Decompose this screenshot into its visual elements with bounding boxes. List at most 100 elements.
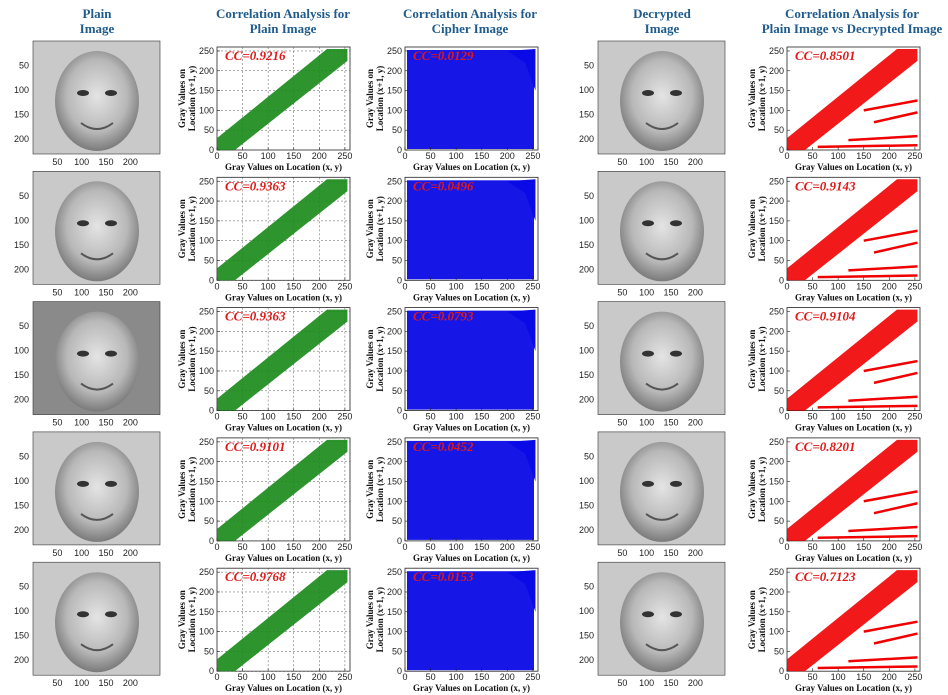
- image-x-tick-label: 200: [688, 678, 703, 688]
- x-tick-label: 250: [907, 281, 922, 291]
- x-tick-label: 150: [286, 412, 301, 422]
- column-header: Image: [645, 21, 680, 36]
- y-axis-label: Gray Values on: [177, 460, 187, 519]
- cc-symbol: CC=: [795, 48, 820, 63]
- y-tick-label: 250: [387, 176, 402, 186]
- y-axis-label: Location (x+1, y): [187, 587, 197, 652]
- image-eye: [77, 481, 89, 487]
- x-tick-label: 50: [426, 672, 436, 682]
- cc-label: CC=0.0129: [413, 48, 474, 63]
- cc-value: 0.0793: [438, 309, 474, 324]
- y-tick-label: 200: [199, 196, 214, 206]
- y-tick-label: 200: [199, 326, 214, 336]
- y-tick-label: 0: [209, 536, 214, 546]
- x-tick-label: 150: [286, 151, 301, 161]
- y-axis-label: Location (x+1, y): [187, 457, 197, 522]
- x-tick-label: 50: [808, 542, 818, 552]
- image-y-tick-label: 150: [579, 500, 594, 510]
- y-tick-label: 100: [199, 366, 214, 376]
- y-tick-label: 0: [779, 406, 784, 416]
- cc-label: CC=0.9363: [225, 178, 286, 193]
- x-axis-label: Gray Values on Location (x, y): [413, 292, 530, 302]
- y-tick-label: 200: [199, 457, 214, 467]
- x-tick-label: 150: [856, 542, 871, 552]
- x-tick-label: 200: [312, 151, 327, 161]
- x-tick-label: 200: [312, 672, 327, 682]
- scatter-streak: [818, 145, 918, 147]
- x-tick-label: 100: [449, 672, 464, 682]
- image-y-tick-label: 50: [584, 321, 594, 331]
- y-tick-label: 50: [204, 255, 214, 265]
- y-tick-label: 50: [204, 646, 214, 656]
- y-axis-label: Gray Values on: [177, 69, 187, 128]
- image-x-tick-label: 100: [74, 678, 89, 688]
- x-tick-label: 100: [831, 672, 846, 682]
- image-y-tick-label: 100: [579, 606, 594, 616]
- x-axis-label: Gray Values on Location (x, y): [413, 162, 530, 172]
- y-axis-label: Gray Values on: [365, 69, 375, 128]
- y-tick-label: 150: [199, 216, 214, 226]
- x-tick-label: 250: [525, 281, 540, 291]
- image-panel: [598, 171, 725, 284]
- image-eye: [642, 481, 654, 487]
- y-tick-label: 100: [769, 236, 784, 246]
- x-tick-label: 50: [238, 542, 248, 552]
- image-eye: [77, 90, 89, 96]
- image-panel: [33, 302, 160, 415]
- cc-value: 0.9104: [820, 309, 856, 324]
- y-tick-label: 50: [204, 125, 214, 135]
- y-tick-label: 0: [397, 666, 402, 676]
- y-tick-label: 0: [779, 536, 784, 546]
- image-y-tick-label: 100: [579, 346, 594, 356]
- scatter-streak: [818, 276, 918, 278]
- y-tick-label: 0: [779, 666, 784, 676]
- y-axis-label: Gray Values on: [177, 199, 187, 258]
- y-tick-label: 250: [387, 307, 402, 317]
- image-x-tick-label: 150: [99, 418, 114, 428]
- image-y-tick-label: 150: [14, 370, 29, 380]
- image-x-tick-label: 150: [99, 678, 114, 688]
- y-axis-label: Location (x+1, y): [187, 326, 197, 391]
- y-tick-label: 200: [769, 457, 784, 467]
- page: PlainImageCorrelation Analysis forPlain …: [0, 0, 948, 695]
- image-y-tick-label: 150: [579, 370, 594, 380]
- image-y-tick-label: 50: [584, 61, 594, 71]
- image-eye: [642, 611, 654, 617]
- image-y-tick-label: 150: [14, 631, 29, 641]
- x-tick-label: 50: [426, 151, 436, 161]
- x-tick-label: 0: [214, 542, 219, 552]
- y-tick-label: 0: [209, 666, 214, 676]
- image-x-tick-label: 50: [52, 157, 62, 167]
- x-tick-label: 150: [474, 672, 489, 682]
- x-tick-label: 0: [214, 281, 219, 291]
- x-tick-label: 250: [907, 672, 922, 682]
- image-x-tick-label: 100: [639, 548, 654, 558]
- image-eye: [105, 481, 117, 487]
- cc-symbol: CC=: [413, 48, 438, 63]
- image-x-tick-label: 50: [617, 157, 627, 167]
- y-tick-label: 250: [199, 46, 214, 56]
- image-panel: [33, 432, 160, 545]
- y-tick-label: 250: [199, 176, 214, 186]
- y-tick-label: 200: [387, 326, 402, 336]
- image-y-tick-label: 200: [579, 395, 594, 405]
- x-tick-label: 0: [784, 151, 789, 161]
- x-tick-label: 200: [882, 412, 897, 422]
- x-tick-label: 250: [337, 542, 352, 552]
- x-axis-label: Gray Values on Location (x, y): [225, 683, 342, 693]
- y-tick-label: 250: [769, 437, 784, 447]
- image-eye: [105, 90, 117, 96]
- x-tick-label: 150: [856, 412, 871, 422]
- image-y-tick-label: 50: [19, 321, 29, 331]
- y-axis-label: Gray Values on: [365, 460, 375, 519]
- y-tick-label: 150: [387, 216, 402, 226]
- cc-symbol: CC=: [795, 439, 820, 454]
- cc-value: 0.9101: [250, 439, 286, 454]
- x-axis-label: Gray Values on Location (x, y): [795, 423, 912, 433]
- x-tick-label: 50: [426, 412, 436, 422]
- scatter-cloud: [407, 50, 534, 149]
- y-tick-label: 250: [769, 307, 784, 317]
- cc-symbol: CC=: [225, 569, 250, 584]
- y-tick-label: 0: [779, 145, 784, 155]
- image-x-tick-label: 100: [74, 548, 89, 558]
